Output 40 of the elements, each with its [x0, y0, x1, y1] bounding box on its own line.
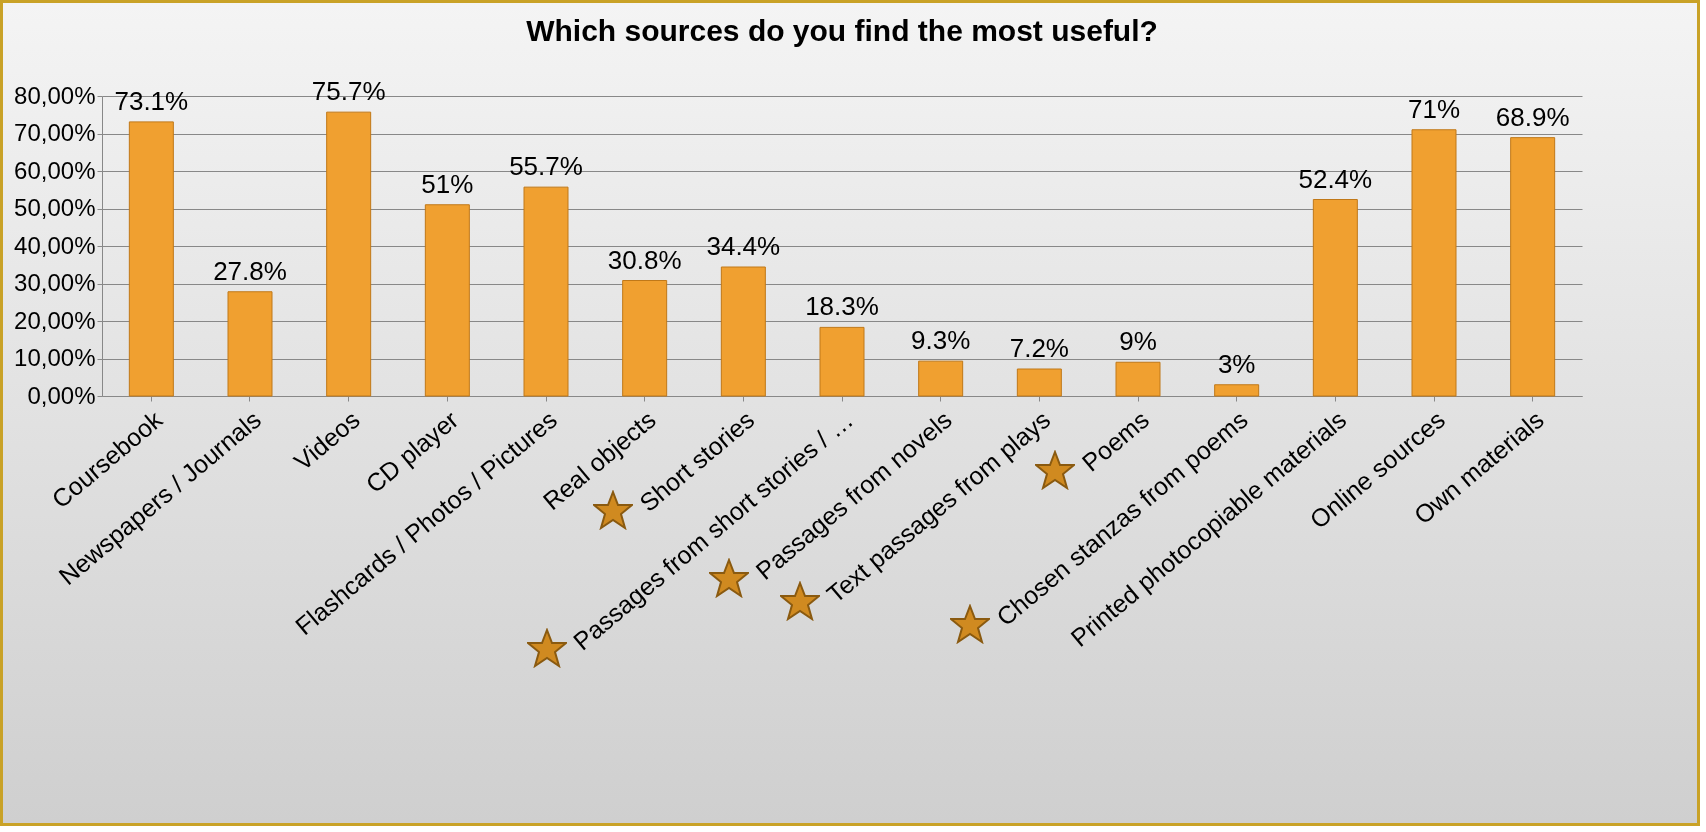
y-tick-label: 0,00% — [27, 381, 96, 409]
y-tick-label: 40,00% — [14, 231, 96, 259]
y-tick-label: 10,00% — [14, 344, 96, 371]
data-label: 51% — [421, 168, 474, 199]
bar — [720, 266, 766, 397]
data-label: 73.1% — [114, 85, 189, 116]
bar — [424, 204, 470, 397]
bar — [1016, 368, 1062, 397]
data-label: 3% — [1217, 348, 1256, 379]
bar — [128, 121, 174, 397]
bar — [1214, 384, 1260, 397]
bar — [227, 291, 273, 397]
y-tick-label: 60,00% — [14, 156, 96, 184]
data-label: 52.4% — [1298, 163, 1373, 194]
y-tick-label: 70,00% — [14, 119, 96, 146]
y-tick-label: 80,00% — [14, 81, 96, 109]
bar — [1312, 199, 1358, 397]
y-tick-label: 50,00% — [14, 194, 96, 221]
bar — [1115, 361, 1161, 397]
data-label: 30.8% — [607, 244, 682, 275]
bar — [1510, 137, 1556, 397]
data-label: 71% — [1407, 93, 1461, 124]
data-label: 34.4% — [706, 231, 781, 261]
y-tick-label: 20,00% — [14, 306, 96, 334]
bar — [523, 186, 569, 397]
data-label: 75.7% — [311, 76, 386, 107]
bar — [326, 111, 372, 397]
data-label: 68.9% — [1495, 101, 1570, 132]
data-label: 7.2% — [1009, 333, 1069, 363]
data-label: 55.7% — [509, 151, 583, 182]
y-tick-label: 30,00% — [14, 269, 96, 296]
bar — [622, 280, 668, 397]
data-label: 18.3% — [805, 291, 879, 322]
chart-title: Which sources do you find the most useful? — [526, 14, 1158, 48]
data-label: 27.8% — [213, 255, 287, 286]
data-label: 9% — [1119, 326, 1157, 357]
bar — [1411, 129, 1457, 397]
bar — [819, 326, 865, 397]
bar — [918, 360, 964, 397]
data-label: 9.3% — [911, 325, 971, 356]
